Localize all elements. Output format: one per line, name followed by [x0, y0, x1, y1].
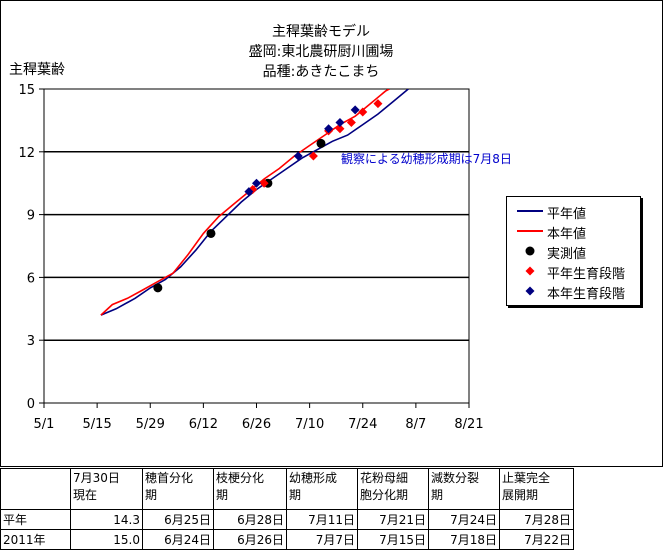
table-cell: 6月25日: [142, 509, 214, 530]
legend-diamond: [525, 266, 535, 276]
table-cell: 6月24日: [142, 529, 214, 550]
x-tick-label: 8/21: [454, 417, 483, 432]
table-cell: 7月15日: [357, 529, 429, 550]
y-tick-label: 3: [27, 334, 35, 349]
data-point-diamond: [324, 124, 334, 134]
table-cell: 14.3: [70, 509, 143, 530]
table-cell: 7月18日: [428, 529, 500, 550]
legend-label: 平年値: [547, 207, 587, 222]
y-tick-label: 15: [18, 83, 35, 98]
chart-title-line3: 品種:あきたこまち: [262, 64, 380, 80]
chart-svg: 0 3 6 9 12 15 5/1 5/15 5/29 6/12 6/26 7/10 7/24 8/7 8/…: [18, 83, 483, 432]
x-tick-label: 5/1: [34, 417, 55, 432]
legend-label: 実測値: [547, 247, 587, 262]
legend-item: 実測値: [507, 241, 640, 262]
y-axis-label: 主稈葉齢: [9, 62, 65, 78]
table-cell: 6月28日: [213, 509, 287, 530]
table-header-cell: 止葉完全 展開期: [499, 468, 574, 510]
data-point-diamond: [308, 151, 318, 161]
legend-item: 平年生育段階: [507, 261, 640, 282]
legend-label: 本年値: [547, 227, 587, 242]
plot-area: [43, 88, 470, 404]
table-header-cell: 減数分裂期: [428, 468, 500, 510]
table-header-cell: [0, 468, 71, 510]
data-point-diamond: [373, 99, 383, 109]
table-header-cell: 穂首分化期: [142, 468, 214, 510]
table-row: 2011年 15.0 6月24日 6月26日 7月7日 7月15日 7月18日 7月22日: [0, 529, 574, 550]
legend-label: 平年生育段階: [547, 267, 626, 282]
legend-symbol: [525, 246, 535, 256]
table-header-cell: 花粉母細 胞分化期: [357, 468, 429, 510]
x-tick-label: 5/29: [136, 417, 165, 432]
y-tick-label: 6: [27, 271, 35, 286]
table-cell: 7月24日: [428, 509, 500, 530]
legend: 平年値本年値実測値平年生育段階 本年生育段階: [506, 196, 641, 306]
x-tick-label: 8/7: [405, 417, 426, 432]
table-cell: 2011年: [0, 529, 71, 550]
table-cell: 6月26日: [213, 529, 287, 550]
data-point-diamond: [358, 107, 368, 117]
chart-title-line1: 主稈葉齢モデル: [272, 24, 370, 40]
legend-label: 本年生育段階: [547, 287, 626, 302]
legend-diamond: [525, 286, 535, 296]
annotation-text: 観察による幼穂形成期は7月8日: [341, 152, 512, 166]
legend-symbol: [517, 210, 543, 212]
data-point-diamond: [259, 178, 269, 188]
chart-frame: 主稈葉齢モデル 盛岡:東北農研厨川圃場 品種:あきたこまち 主稈葉齢 0 3 6 9 1…: [0, 0, 663, 467]
data-point-circle: [206, 228, 216, 238]
table-header-cell: 幼穂形成期: [286, 468, 358, 510]
table-cell: 15.0: [70, 529, 143, 550]
data-point-diamond: [244, 187, 254, 197]
x-tick-label: 7/24: [348, 417, 377, 432]
x-tick-label: 6/26: [242, 417, 271, 432]
legend-symbol: [517, 230, 543, 232]
data-point-diamond: [293, 151, 303, 161]
table-cell: 7月7日: [286, 529, 358, 550]
legend-symbol: [525, 286, 535, 296]
legend-item: 本年生育段階: [507, 281, 640, 302]
x-tick-label: 6/12: [189, 417, 218, 432]
table-header-row: 7月30日 現在 穂首分化期枝梗分化期幼穂形成期花粉母細 胞分化期 減数分裂期止葉完全展…: [0, 468, 574, 510]
data-point-diamond: [335, 124, 345, 134]
chart-title-line2: 盛岡:東北農研厨川圃場: [248, 44, 394, 60]
y-tick-label: 12: [18, 146, 35, 161]
x-tick-label: 7/10: [295, 417, 324, 432]
data-point-circle: [316, 138, 326, 148]
table-cell: 7月21日: [357, 509, 429, 530]
data-point-diamond: [350, 105, 360, 115]
data-point-circle: [153, 283, 163, 293]
table-cell: 7月28日: [499, 509, 574, 530]
table-cell: 7月11日: [286, 509, 358, 530]
table-row: 平年 14.3 6月25日 6月28日 7月11日 7月21日 7月24日 7月28日: [0, 509, 574, 530]
y-tick-label: 9: [27, 209, 35, 224]
table-cell: 7月22日: [499, 529, 574, 550]
data-point-diamond: [335, 117, 345, 127]
growth-stage-table: 7月30日 現在 穂首分化期枝梗分化期幼穂形成期花粉母細 胞分化期 減数分裂期止葉完全展…: [0, 468, 574, 550]
table-header-cell: 7月30日 現在: [70, 468, 143, 510]
x-tick-label: 5/15: [83, 417, 112, 432]
legend-symbol: [525, 266, 535, 276]
data-point-diamond: [346, 117, 356, 127]
y-tick-label: 0: [27, 397, 35, 412]
data-point-diamond: [252, 178, 261, 188]
legend-circle: [525, 246, 535, 256]
table-header-cell: 枝梗分化期: [213, 468, 287, 510]
legend-item: 平年値: [507, 201, 640, 222]
table-cell: 平年: [0, 509, 71, 530]
legend-item: 本年値: [507, 221, 640, 242]
